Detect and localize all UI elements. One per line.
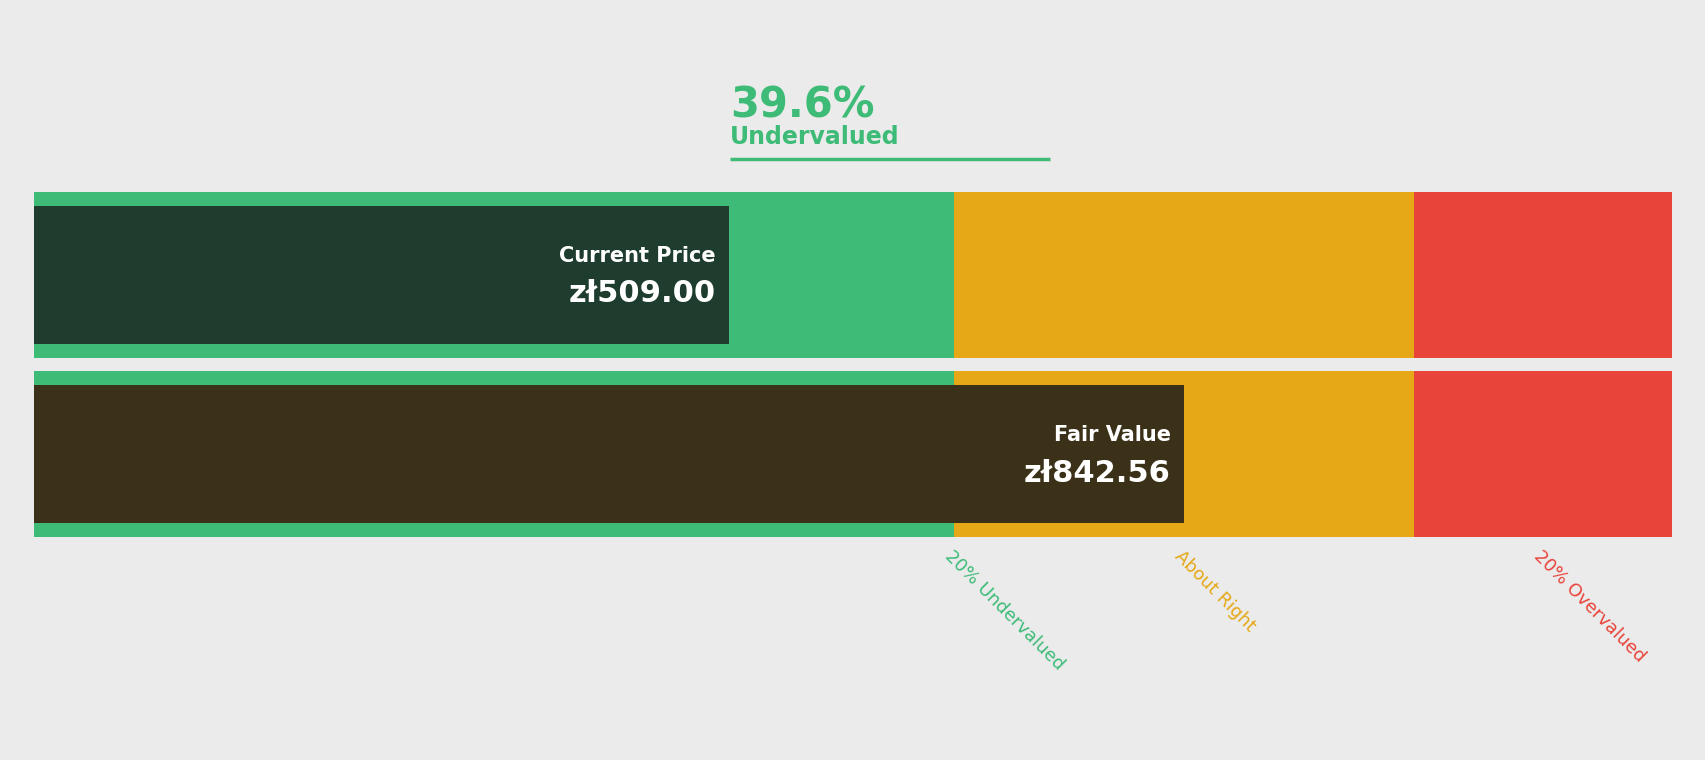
Text: Current Price: Current Price — [559, 245, 716, 266]
Bar — [953, 192, 1413, 537]
Bar — [34, 206, 728, 344]
Text: zł842.56: zł842.56 — [1023, 458, 1170, 488]
Text: 39.6%: 39.6% — [730, 85, 875, 127]
Bar — [34, 357, 1671, 372]
Text: Fair Value: Fair Value — [1054, 425, 1170, 445]
Text: Undervalued: Undervalued — [730, 125, 899, 149]
Text: zł509.00: zł509.00 — [568, 279, 716, 309]
Text: 20% Undervalued: 20% Undervalued — [941, 547, 1067, 674]
Bar — [34, 192, 953, 537]
Text: 20% Overvalued: 20% Overvalued — [1529, 547, 1647, 666]
Text: About Right: About Right — [1171, 547, 1258, 635]
Bar — [1413, 192, 1671, 537]
Bar — [34, 385, 1183, 523]
